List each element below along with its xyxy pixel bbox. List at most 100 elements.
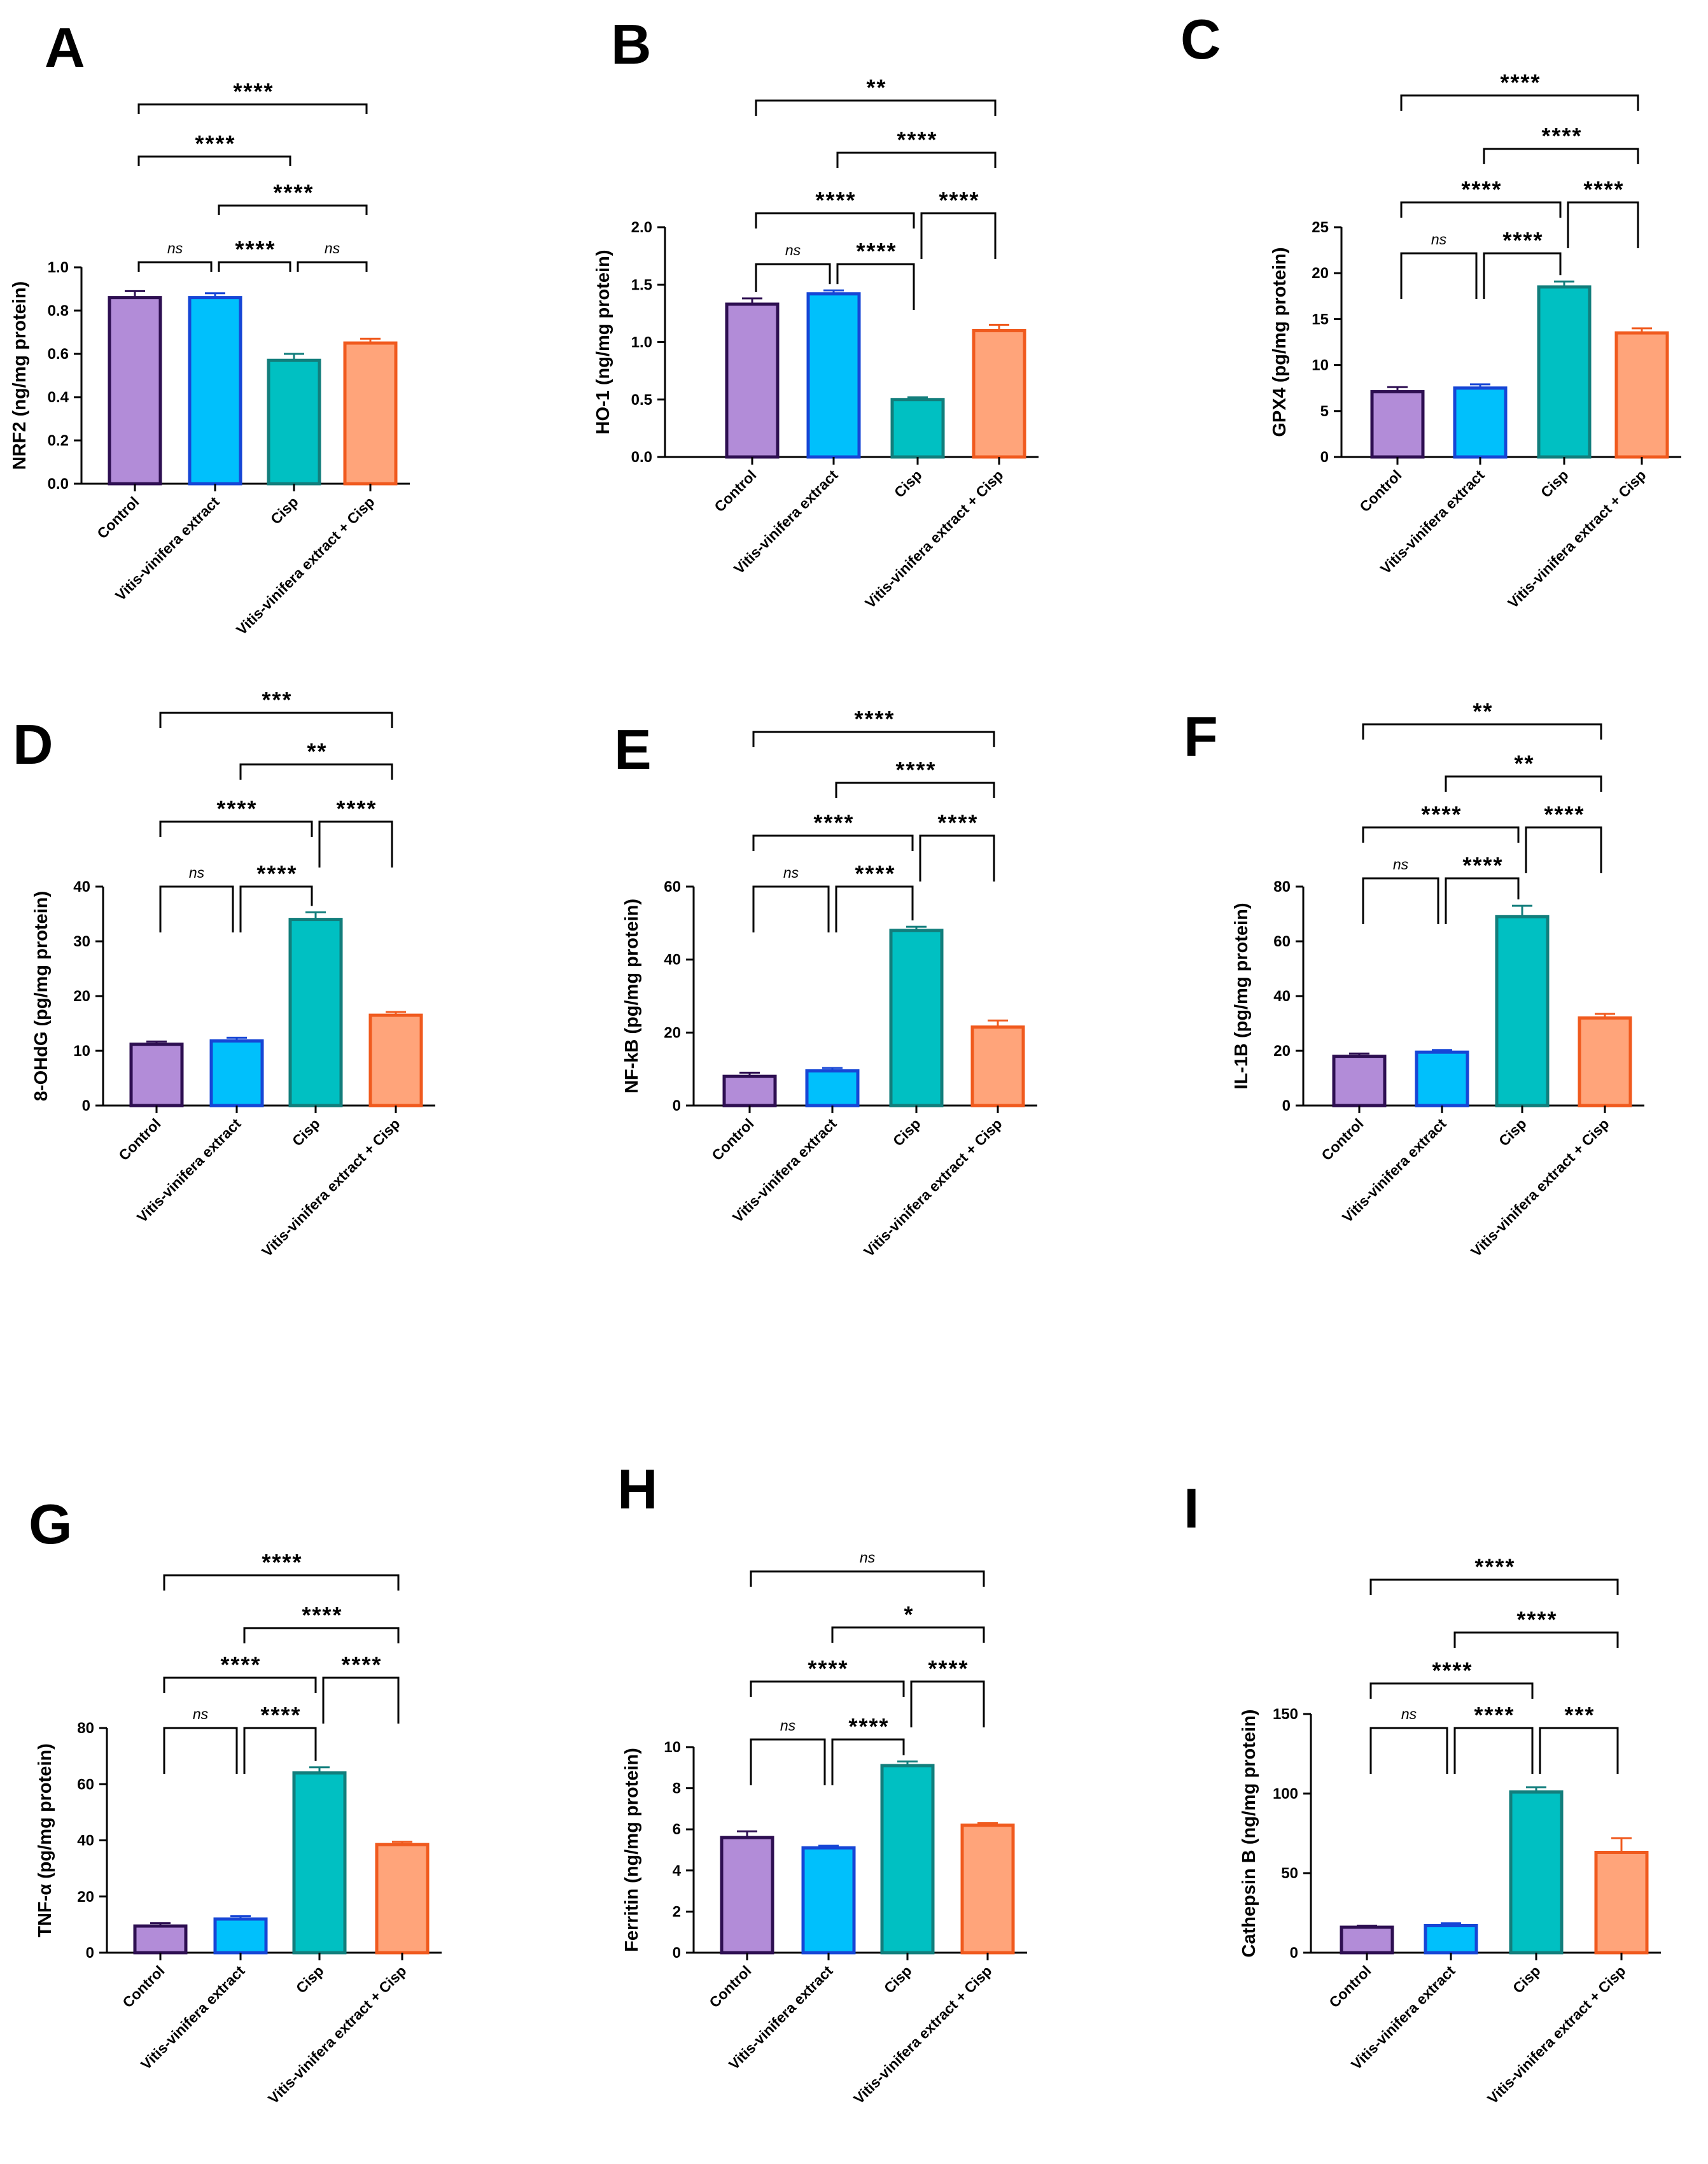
significance-bracket [163,1574,400,1591]
y-tick-label: 4 [673,1862,682,1879]
y-axis-title: IL-1B (pg/mg protein) [1231,903,1252,1089]
y-tick-label: 5 [1320,403,1329,420]
significance-bracket [239,763,393,780]
chart-b: B 0.0 0.5 1.0 1.5 2.0 HO-1 (ng/mg protein) Cont… [593,13,1039,611]
significance-bracket [755,212,915,228]
significance-label: **** [855,238,896,264]
panel-letter: B [611,13,652,76]
category-label: Cisp [1495,1115,1530,1149]
category-label: Cisp [881,1962,915,1997]
significance-label: ** [1513,750,1534,776]
bar [1537,285,1592,459]
significance-bracket [835,885,914,932]
significance-bracket [1445,775,1602,792]
y-tick-label: 40 [73,878,90,896]
category-label: Control [94,493,142,542]
significance-label: ns [860,1549,876,1566]
significance-label: **** [1462,852,1502,878]
category-label: Cisp [293,1962,327,1997]
category-label: Control [115,1115,164,1163]
significance-bracket [137,155,291,166]
y-tick-label: 20 [664,1024,681,1041]
significance-label: ** [306,738,326,764]
y-axis-title: TNF-α (pg/mg protein) [35,1743,55,1937]
bar [725,302,780,459]
y-tick-label: 6 [673,1821,681,1838]
significance-label: **** [848,1713,888,1739]
category-label: Control [1356,467,1404,515]
significance-label: ns [189,864,205,881]
significance-label: **** [220,1652,260,1678]
significance-label: **** [1543,801,1584,827]
y-tick-label: 20 [73,988,90,1005]
category-label: Vitis-vinifera extract + Cisp [850,1962,995,2107]
category-label: Cisp [890,1115,924,1149]
significance-bracket [1369,1578,1619,1595]
significance-label: **** [1420,801,1461,827]
significance-label: **** [260,1702,300,1728]
significance-bracket [831,1626,985,1643]
bar [1594,1851,1649,1955]
category-label: Control [706,1962,754,2011]
y-tick-label: 1.0 [48,259,69,276]
bar [288,918,343,1107]
significance-label: ** [865,74,886,101]
y-tick-label: 60 [1273,933,1291,950]
y-tick-label: 0.6 [48,346,69,363]
significance-bracket [1453,1631,1619,1648]
bar [1453,386,1508,459]
significance-label: ** [1472,698,1492,724]
category-label: Cisp [891,467,925,501]
bar [880,1764,935,1955]
y-tick-label: 0.0 [48,475,69,493]
category-label: Vitis-vinifera extract + Cisp [862,467,1006,611]
category-label: Control [711,467,759,515]
y-tick-label: 10 [664,1739,681,1756]
y-tick-label: 0 [82,1097,90,1114]
bar [722,1074,777,1107]
significance-label: **** [895,757,935,783]
y-tick-label: 80 [77,1720,94,1737]
y-axis-title: NRF2 (ng/mg protein) [10,281,30,470]
significance-label: ns [783,864,799,881]
significance-label: **** [1474,1554,1515,1580]
category-label: Control [119,1962,167,2011]
significance-label: **** [301,1602,342,1628]
significance-label: **** [853,706,894,732]
significance-label: **** [234,236,275,262]
panel-letter: F [1184,705,1218,768]
significance-label: **** [272,179,313,206]
y-tick-label: 1.5 [631,276,652,293]
significance-label: **** [807,1655,848,1682]
y-tick-label: 10 [73,1043,90,1060]
significance-bracket [243,1727,317,1774]
bar [972,328,1026,459]
significance-label: **** [232,78,273,104]
y-tick-label: 8 [673,1780,681,1797]
significance-label: **** [256,861,297,887]
y-tick-label: 50 [1281,1865,1298,1882]
y-tick-label: 1.0 [631,334,652,351]
significance-bracket [920,212,997,259]
bar [108,296,162,486]
significance-bracket [910,1680,985,1727]
category-label: Cisp [267,493,302,528]
significance-bracket [159,712,393,728]
significance-bracket [835,782,995,798]
y-tick-label: 0.5 [631,391,652,409]
significance-bracket [297,261,368,272]
significance-bracket [919,834,995,882]
bar [188,296,242,486]
bar [1509,1790,1564,1955]
significance-bracket [750,1738,826,1785]
significance-label: **** [1541,123,1581,149]
bar [1415,1050,1469,1107]
y-tick-label: 150 [1273,1706,1298,1723]
significance-label: **** [896,127,937,153]
y-tick-label: 60 [664,878,681,896]
significance-label: **** [938,187,979,213]
significance-label: * [903,1601,913,1627]
chart-f: F 0 20 40 60 80 IL-1B (pg/mg protein) Control Vi… [1184,698,1644,1260]
bar [889,929,944,1107]
significance-bracket [1369,1727,1448,1774]
